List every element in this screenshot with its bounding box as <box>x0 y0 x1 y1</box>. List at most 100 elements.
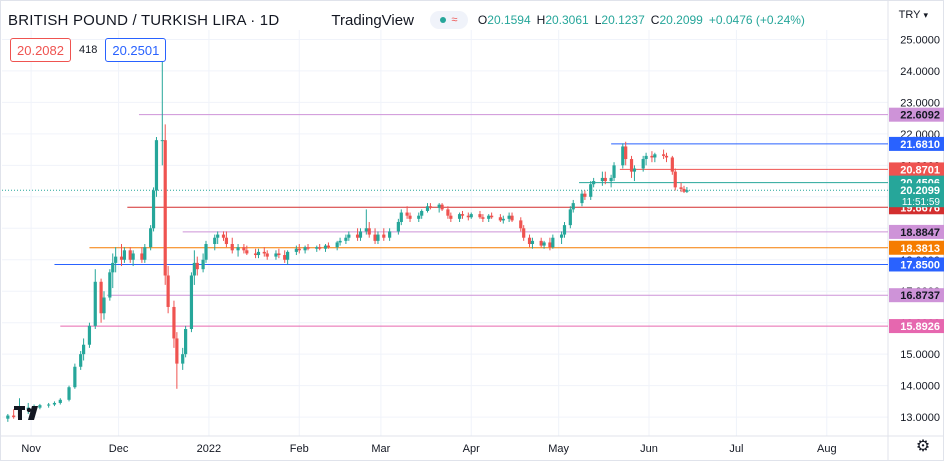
candle-up <box>417 215 421 219</box>
candle-up <box>160 140 164 142</box>
wave-icon: ≈ <box>451 13 458 26</box>
candle-down <box>12 415 16 418</box>
high-label: H <box>536 13 546 27</box>
spread-value: 418 <box>79 44 98 56</box>
tradingview-logo-icon[interactable] <box>14 404 44 422</box>
candle-up <box>294 248 298 252</box>
candle-down <box>661 154 666 156</box>
level-price-label: 17.8500 <box>900 259 940 271</box>
currency-selector[interactable]: TRY ▾ <box>899 9 928 21</box>
candle-up <box>154 140 159 191</box>
level-price-label: 16.8737 <box>900 290 940 302</box>
market-status-badge[interactable]: ≈ <box>429 11 468 29</box>
candle-down <box>373 234 377 241</box>
candle-up <box>52 402 57 405</box>
candle-down <box>466 215 470 218</box>
candle-up <box>469 214 473 218</box>
candle-up <box>530 240 535 245</box>
candle-up <box>256 251 261 256</box>
candle-up <box>216 234 220 238</box>
candle-up <box>644 155 648 160</box>
candle-up <box>102 297 106 314</box>
chevron-down-icon: ▾ <box>923 9 928 20</box>
candle-up <box>335 242 339 248</box>
x-tick-label: 2022 <box>197 443 221 455</box>
candle-up <box>589 184 593 197</box>
candle-down <box>382 234 386 238</box>
level-price-label-bg <box>889 224 944 239</box>
candle-up <box>122 250 127 260</box>
candle-down <box>682 188 686 192</box>
candle-down <box>318 247 322 249</box>
candle-up <box>315 247 319 249</box>
candle-up <box>79 354 83 367</box>
candle-up <box>621 146 625 166</box>
candle-up <box>487 215 491 219</box>
candle-down <box>99 281 103 314</box>
candle-up <box>47 404 51 406</box>
ohlc-readout: O20.1594 H20.3061 L20.1237 C20.2099 +0.0… <box>478 13 805 27</box>
candle-down <box>277 253 281 256</box>
candle-down <box>326 245 331 248</box>
open-label: O <box>477 13 488 27</box>
trade-panel: 20.2082 418 20.2501 <box>10 38 167 62</box>
symbol-title[interactable]: BRITISH POUND / TURKISH LIRA · 1D <box>8 11 280 29</box>
level-price-label: 18.8847 <box>900 227 940 239</box>
candle-down <box>449 215 453 219</box>
candle-down <box>527 237 532 245</box>
candle-up <box>559 234 564 238</box>
candle-up <box>347 234 351 238</box>
candle-down <box>478 214 482 218</box>
candle-up <box>358 231 363 238</box>
candle-up <box>457 214 462 219</box>
candle-up <box>612 165 616 178</box>
candle-up <box>542 242 546 246</box>
candle-up <box>67 387 71 400</box>
sell-price-button[interactable]: 20.2082 <box>10 38 71 62</box>
countdown-label: 11:51:59 <box>902 197 941 208</box>
candle-down <box>624 146 628 160</box>
candle-up <box>87 325 92 345</box>
candle-up <box>131 253 135 260</box>
candle-down <box>498 217 502 221</box>
change-value: +0.0476 (+0.24%) <box>708 13 805 27</box>
candle-up <box>303 247 307 251</box>
candle-down <box>265 253 269 257</box>
candle-down <box>367 228 371 235</box>
close-label: C <box>650 13 660 27</box>
candle-up <box>600 177 604 182</box>
candle-down <box>306 247 310 249</box>
candle-up <box>507 215 511 219</box>
level-price-label-bg <box>889 162 944 177</box>
candle-down <box>297 248 301 251</box>
candle-down <box>242 247 246 251</box>
candle-down <box>629 159 634 172</box>
candle-down <box>119 256 124 260</box>
candle-up <box>73 366 77 388</box>
y-tick-label: 13.0000 <box>900 412 940 424</box>
buy-price-button[interactable]: 20.2501 <box>105 38 167 62</box>
candle-up <box>399 212 403 222</box>
candle-down <box>428 206 433 208</box>
settings-gear-icon[interactable]: ⚙ <box>915 438 931 455</box>
x-tick-label: Mar <box>371 443 390 455</box>
candle-up <box>437 204 441 208</box>
y-tick-label: 24.0000 <box>900 66 940 78</box>
candle-down <box>510 215 514 221</box>
candle-up <box>653 154 657 158</box>
level-price-label: 22.6092 <box>900 110 940 122</box>
candle-down <box>355 234 360 238</box>
candle-up <box>189 275 194 329</box>
candle-down <box>670 157 674 172</box>
candle-down <box>140 253 144 260</box>
y-tick-label: 15.0000 <box>900 349 940 361</box>
candle-up <box>551 237 555 248</box>
candle-up <box>501 218 505 221</box>
candle-down <box>163 140 167 276</box>
x-tick-label: Feb <box>290 443 309 455</box>
candle-up <box>38 405 42 408</box>
candle-down <box>166 275 170 307</box>
x-tick-label: Apr <box>463 443 480 455</box>
candle-up <box>609 177 613 182</box>
